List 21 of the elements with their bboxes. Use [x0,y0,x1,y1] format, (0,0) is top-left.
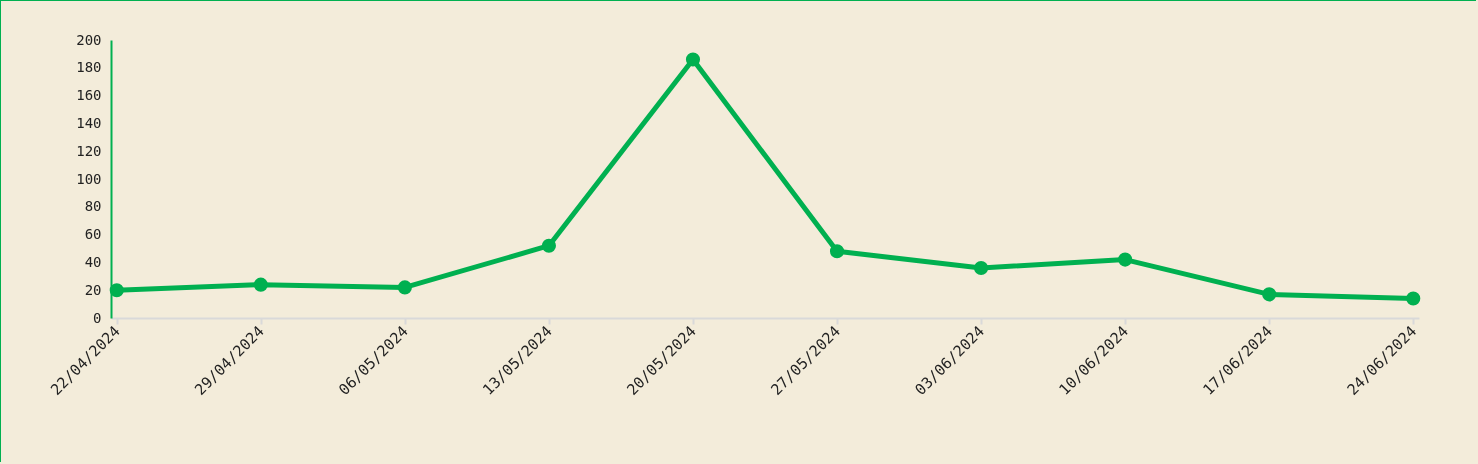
point [1118,252,1133,267]
point [1406,291,1421,306]
point [829,244,845,259]
y-tick-label: 120 [76,142,102,159]
point [685,52,701,67]
y-tick-label: 0 [93,309,102,326]
point [109,283,124,298]
point [1262,287,1277,302]
point [397,280,412,295]
y-tick-label: 80 [84,198,102,215]
y-tick-label: 160 [76,87,102,104]
y-tick-label: 200 [76,31,102,48]
y-tick-label: 20 [84,281,102,298]
y-tick-label: 100 [76,170,102,187]
y-tick-label: 140 [76,114,102,131]
point [541,238,556,253]
y-tick-label: 40 [84,253,102,270]
y-tick-label: 60 [84,226,102,243]
point [253,277,268,292]
point [974,260,989,276]
y-tick-label: 180 [76,59,102,76]
